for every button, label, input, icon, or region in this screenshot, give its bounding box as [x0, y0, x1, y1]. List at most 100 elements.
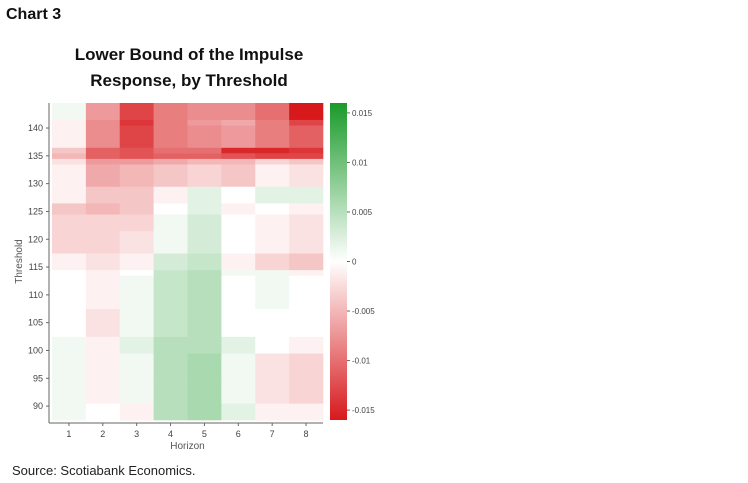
heatmap-cell-3-4 [187, 336, 222, 354]
heatmap-cell-1-7 [289, 381, 324, 404]
colorbar-tick-label: -0.01 [352, 357, 371, 366]
heatmap-cell-10-7 [289, 203, 324, 215]
heatmap-cell-9-1 [85, 214, 121, 232]
heatmap-cell-9-7 [289, 214, 324, 232]
heatmap-cell-2-7 [289, 353, 324, 382]
heatmap-cell-5-5 [221, 275, 256, 310]
heatmap-cell-12-4 [187, 164, 222, 187]
heatmap-cell-11-1 [85, 186, 121, 204]
chart-title-line-2: Response, by Threshold [90, 71, 288, 90]
heatmap-cell-13-7 [289, 158, 324, 165]
heatmap-cell-3-2 [119, 336, 154, 354]
heatmap-cell-9-4 [187, 214, 222, 232]
heatmap-cell-11-6 [255, 186, 290, 204]
heatmap-cell-5-4 [187, 275, 222, 310]
heatmap-cell-3-5 [221, 336, 256, 354]
heatmap-cell-17-7 [289, 119, 324, 126]
heatmap-cell-18-5 [221, 103, 256, 120]
heatmap-cell-8-3 [153, 230, 188, 254]
heatmap-cells [52, 103, 324, 421]
y-tick-label: 105 [28, 318, 43, 328]
heatmap-cell-9-3 [153, 214, 188, 232]
heatmap-cell-14-7 [289, 153, 324, 159]
heatmap-cell-2-0 [52, 353, 87, 382]
x-tick-label: 1 [66, 429, 71, 439]
heatmap-cell-14-4 [187, 153, 222, 159]
heatmap-cell-7-7 [289, 253, 324, 271]
heatmap-cell-4-2 [119, 308, 154, 337]
x-tick-label: 2 [100, 429, 105, 439]
heatmap-cell-15-3 [153, 147, 188, 154]
heatmap-cell-13-1 [85, 158, 121, 165]
y-tick-label: 130 [28, 179, 43, 189]
heatmap-cell-10-3 [153, 203, 188, 215]
heatmap-cell-1-0 [52, 381, 87, 404]
heatmap-cell-2-1 [85, 353, 121, 382]
heatmap-cell-15-1 [85, 147, 121, 154]
colorbar: 0.015 0.01 0.005 0 -0.005 -0.01 -0.015 [330, 103, 375, 420]
x-tick-label: 8 [304, 429, 309, 439]
heatmap-cell-9-0 [52, 214, 87, 232]
heatmap-cell-6-5 [221, 269, 256, 276]
heatmap-cell-0-7 [289, 403, 324, 421]
heatmap-cell-0-2 [119, 403, 154, 421]
x-tick-label: 7 [270, 429, 275, 439]
heatmap-cell-13-5 [221, 158, 256, 165]
heatmap-cell-2-3 [153, 353, 188, 382]
heatmap-cell-4-3 [153, 308, 188, 337]
heatmap-cell-7-6 [255, 253, 290, 271]
chart-title-line-1: Lower Bound of the Impulse [74, 45, 304, 64]
heatmap-cell-4-0 [52, 308, 87, 337]
heatmap-cell-16-1 [85, 125, 121, 148]
heatmap-cell-3-3 [153, 336, 188, 354]
heatmap-cell-15-4 [187, 147, 222, 154]
heatmap-cell-4-4 [187, 308, 222, 337]
x-tick-label: 5 [202, 429, 207, 439]
y-tick-label: 125 [28, 206, 43, 216]
heatmap-cell-8-6 [255, 230, 290, 254]
heatmap-cell-12-3 [153, 164, 188, 187]
heatmap-cell-10-1 [85, 203, 121, 215]
heatmap-cell-10-0 [52, 203, 87, 215]
heatmap-cell-6-1 [85, 269, 121, 276]
heatmap-cell-18-2 [119, 103, 154, 120]
heatmap-cell-0-3 [153, 403, 188, 421]
heatmap-cell-6-4 [187, 269, 222, 276]
heatmap-cell-7-0 [52, 253, 87, 271]
heatmap-cell-3-7 [289, 336, 324, 354]
heatmap-cell-15-5 [221, 147, 256, 154]
heatmap-cell-0-0 [52, 403, 87, 421]
heatmap-cell-9-6 [255, 214, 290, 232]
heatmap-cell-14-5 [221, 153, 256, 159]
heatmap-cell-17-0 [52, 119, 87, 126]
y-tick-label: 140 [28, 123, 43, 133]
heatmap-cell-15-6 [255, 147, 290, 154]
heatmap-cell-11-0 [52, 186, 87, 204]
heatmap-cell-9-2 [119, 214, 154, 232]
y-tick-label: 95 [33, 373, 43, 383]
heatmap-cell-16-0 [52, 125, 87, 148]
heatmap-cell-6-2 [119, 269, 154, 276]
heatmap-cell-10-4 [187, 203, 222, 215]
heatmap-cell-12-1 [85, 164, 121, 187]
heatmap-cell-1-6 [255, 381, 290, 404]
heatmap-cell-8-4 [187, 230, 222, 254]
axes: 90 95 100 105 110 115 120 125 130 135 140 1 2 3 4 5 6 7 8 H… [14, 103, 323, 452]
heatmap-cell-5-2 [119, 275, 154, 310]
heatmap-cell-5-0 [52, 275, 87, 310]
heatmap-cell-4-7 [289, 308, 324, 337]
heatmap-cell-1-1 [85, 381, 121, 404]
heatmap-cell-12-7 [289, 164, 324, 187]
heatmap-cell-6-3 [153, 269, 188, 276]
heatmap-cell-2-6 [255, 353, 290, 382]
colorbar-tick-label: -0.005 [352, 307, 375, 316]
heatmap-cell-13-2 [119, 158, 154, 165]
heatmap-cell-15-0 [52, 147, 87, 154]
colorbar-bar [330, 103, 347, 420]
heatmap-cell-16-2 [119, 125, 154, 148]
colorbar-tick-label: 0.015 [352, 109, 373, 118]
chart-title: Lower Bound of the Impulse Response, by … [50, 42, 328, 94]
heatmap-cell-17-5 [221, 119, 256, 126]
heatmap-cell-14-6 [255, 153, 290, 159]
